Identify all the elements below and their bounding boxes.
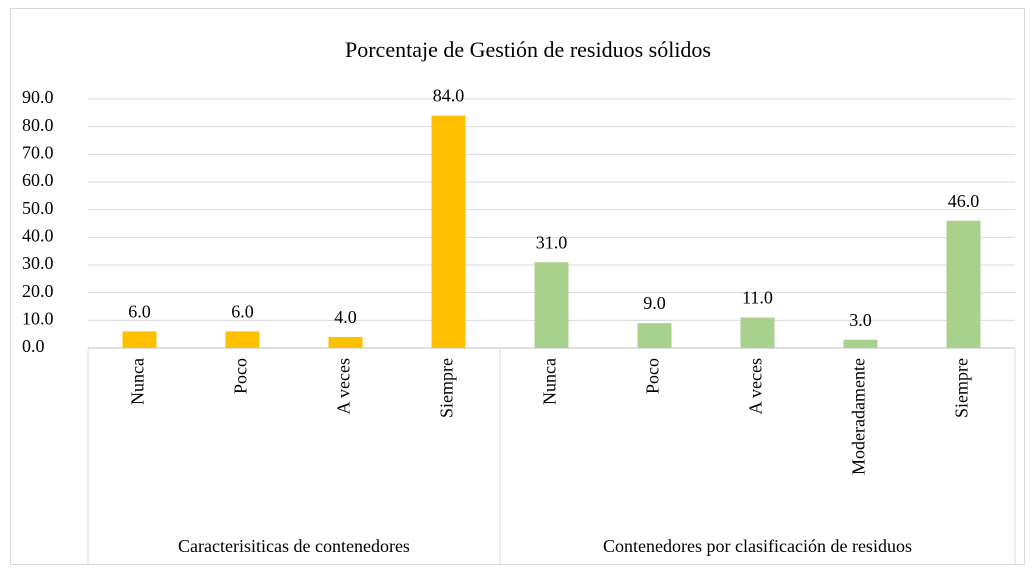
value-label: 84.0 bbox=[433, 86, 465, 106]
x-tick-label: Siempre bbox=[437, 358, 457, 418]
y-tick-label: 10.0 bbox=[22, 308, 54, 328]
y-tick-label: 70.0 bbox=[22, 142, 54, 162]
x-tick-label: Poco bbox=[231, 358, 251, 394]
group-label: Caracterisiticas de contenedores bbox=[178, 536, 410, 556]
y-tick-label: 40.0 bbox=[22, 225, 54, 245]
bar bbox=[637, 323, 672, 348]
y-tick-label: 30.0 bbox=[22, 253, 54, 273]
x-tick-label: Nunca bbox=[540, 358, 560, 405]
x-tick-label: Poco bbox=[643, 358, 663, 394]
value-label: 6.0 bbox=[231, 302, 254, 322]
y-tick-label: 0.0 bbox=[22, 336, 45, 356]
x-tick-label: Moderadamente bbox=[849, 358, 869, 475]
bar bbox=[534, 262, 569, 348]
bar bbox=[740, 317, 775, 348]
chart-title: Porcentaje de Gestión de residuos sólido… bbox=[345, 37, 711, 62]
value-label: 46.0 bbox=[948, 191, 980, 211]
x-tick-label: A veces bbox=[746, 358, 766, 414]
x-tick-label: A veces bbox=[334, 358, 354, 414]
y-tick-label: 90.0 bbox=[22, 87, 54, 107]
x-tick-label: Nunca bbox=[128, 358, 148, 405]
bar bbox=[946, 220, 981, 348]
value-label: 4.0 bbox=[334, 307, 357, 327]
bar bbox=[225, 331, 260, 348]
group-label: Contenedores por clasificación de residu… bbox=[603, 536, 912, 556]
y-tick-label: 80.0 bbox=[22, 115, 54, 135]
bar bbox=[843, 339, 878, 348]
value-label: 9.0 bbox=[643, 293, 666, 313]
value-label: 6.0 bbox=[128, 302, 151, 322]
bar bbox=[328, 336, 363, 348]
y-tick-label: 60.0 bbox=[22, 170, 54, 190]
value-label: 11.0 bbox=[742, 288, 773, 308]
y-tick-label: 50.0 bbox=[22, 198, 54, 218]
value-label: 3.0 bbox=[849, 310, 872, 330]
chart-border bbox=[10, 8, 1025, 565]
bar bbox=[122, 331, 157, 348]
bar bbox=[431, 115, 466, 348]
y-tick-label: 20.0 bbox=[22, 281, 54, 301]
x-tick-label: Siempre bbox=[952, 358, 972, 418]
value-label: 31.0 bbox=[536, 232, 568, 252]
